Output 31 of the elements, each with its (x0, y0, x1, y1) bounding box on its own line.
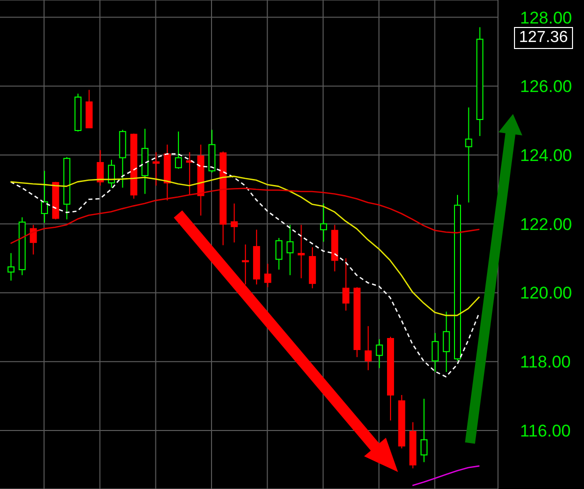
y-tick-label: 128.00 (520, 8, 572, 28)
y-tick-label: 122.00 (520, 214, 572, 234)
candlestick (376, 338, 383, 369)
candlestick (197, 144, 204, 216)
candlestick (242, 244, 249, 285)
candlestick (40, 170, 48, 224)
y-tick-label: 120.00 (520, 284, 572, 303)
candlestick (331, 224, 338, 272)
text: 127.36 (514, 27, 573, 49)
candlestick (320, 203, 328, 242)
candlestick (298, 224, 305, 279)
line-series (10, 153, 480, 378)
candlestick (8, 252, 14, 282)
candlestick (342, 258, 350, 312)
y-tick-label: 126.00 (520, 77, 572, 96)
candlestick (442, 311, 450, 372)
y-tick-label: 116.00 (520, 421, 571, 440)
candlestick (230, 203, 238, 243)
candlestick (141, 128, 148, 194)
candlestick (420, 398, 428, 463)
line-series (412, 465, 480, 486)
candlestick (432, 332, 439, 372)
y-tick-label: 118.00 (520, 352, 571, 372)
candlestick (253, 229, 260, 285)
candlestick (465, 106, 472, 203)
candlestick (164, 144, 171, 201)
y-tick-label: 124.00 (520, 146, 572, 165)
candlestick (364, 326, 372, 371)
line-series (10, 188, 480, 244)
candlestick (476, 26, 484, 137)
candlestick (286, 224, 294, 276)
